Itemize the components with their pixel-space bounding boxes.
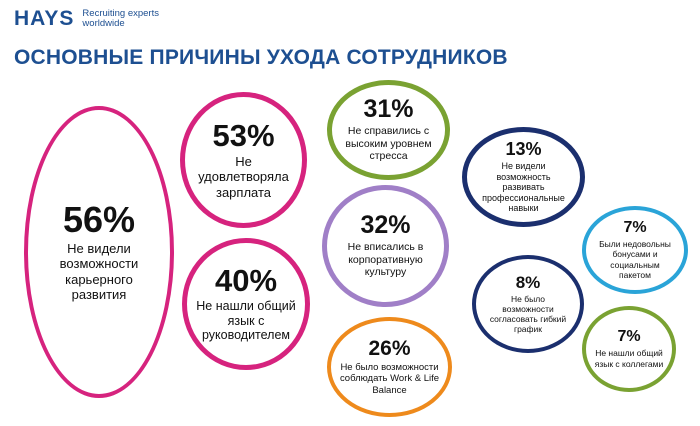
bubble-description: Не вписались в корпоративную культуру <box>347 241 424 279</box>
bubble-percentage: 7% <box>617 328 641 346</box>
tagline-line-2: worldwide <box>82 17 125 29</box>
bubble-percentage: 31% <box>363 95 414 124</box>
bubble-description: Были недовольны бонусами и социальным па… <box>599 239 671 280</box>
bubble-description: Не справились с высоким уровнем стресса <box>345 125 432 163</box>
brand-logo: HAYS Recruiting experts worldwide <box>14 8 162 29</box>
reason-bubble: 32% Не вписались в корпоративную культуру <box>322 185 449 307</box>
bubble-description: Не было возможности соблюдать Work & Lif… <box>339 362 440 396</box>
reason-bubble: 13% Не видели возможность развивать профе… <box>462 127 585 227</box>
reason-bubble: 7% Не нашли общий язык с коллегами <box>582 306 676 392</box>
bubble-percentage: 53% <box>212 118 275 153</box>
reason-bubble: 26% Не было возможности соблюдать Work & … <box>327 317 452 417</box>
bubble-percentage: 32% <box>360 211 411 240</box>
reason-bubble: 56% Не видели возможности карьерного разв… <box>24 106 174 398</box>
reason-bubble: 31% Не справились с высоким уровнем стрес… <box>327 80 450 180</box>
reason-bubble: 40% Не нашли общий язык с руководителем <box>182 238 310 370</box>
bubble-percentage: 13% <box>505 138 542 159</box>
bubble-percentage: 26% <box>368 337 411 361</box>
tagline-line-1: Recruiting experts <box>82 7 159 19</box>
bubble-description: Не удовлетворяла зарплата <box>198 154 289 200</box>
page-title: ОСНОВНЫЕ ПРИЧИНЫ УХОДА СОТРУДНИКОВ <box>14 46 508 69</box>
bubble-percentage: 40% <box>214 262 278 298</box>
bubble-description: Не было возможности согласовать гибкий г… <box>489 293 567 335</box>
bubble-description: Не нашли общий язык с руководителем <box>196 298 296 343</box>
reason-bubble: 7% Были недовольны бонусами и социальным … <box>582 206 688 294</box>
logo-wordmark: HAYS <box>14 7 75 30</box>
bubble-percentage: 8% <box>515 272 541 292</box>
reason-bubble: 53% Не удовлетворяла зарплата <box>180 92 307 228</box>
logo-tagline: Recruiting experts worldwide <box>82 7 162 29</box>
bubble-description: Не видели возможности карьерного развити… <box>59 240 139 302</box>
bubble-percentage: 7% <box>623 219 647 237</box>
reason-bubble: 8% Не было возможности согласовать гибкий… <box>472 255 584 353</box>
bubble-description: Не видели возможность развивать професси… <box>482 160 565 214</box>
bubble-description: Не нашли общий язык с коллегами <box>594 348 664 369</box>
bubble-percentage: 56% <box>62 198 136 240</box>
